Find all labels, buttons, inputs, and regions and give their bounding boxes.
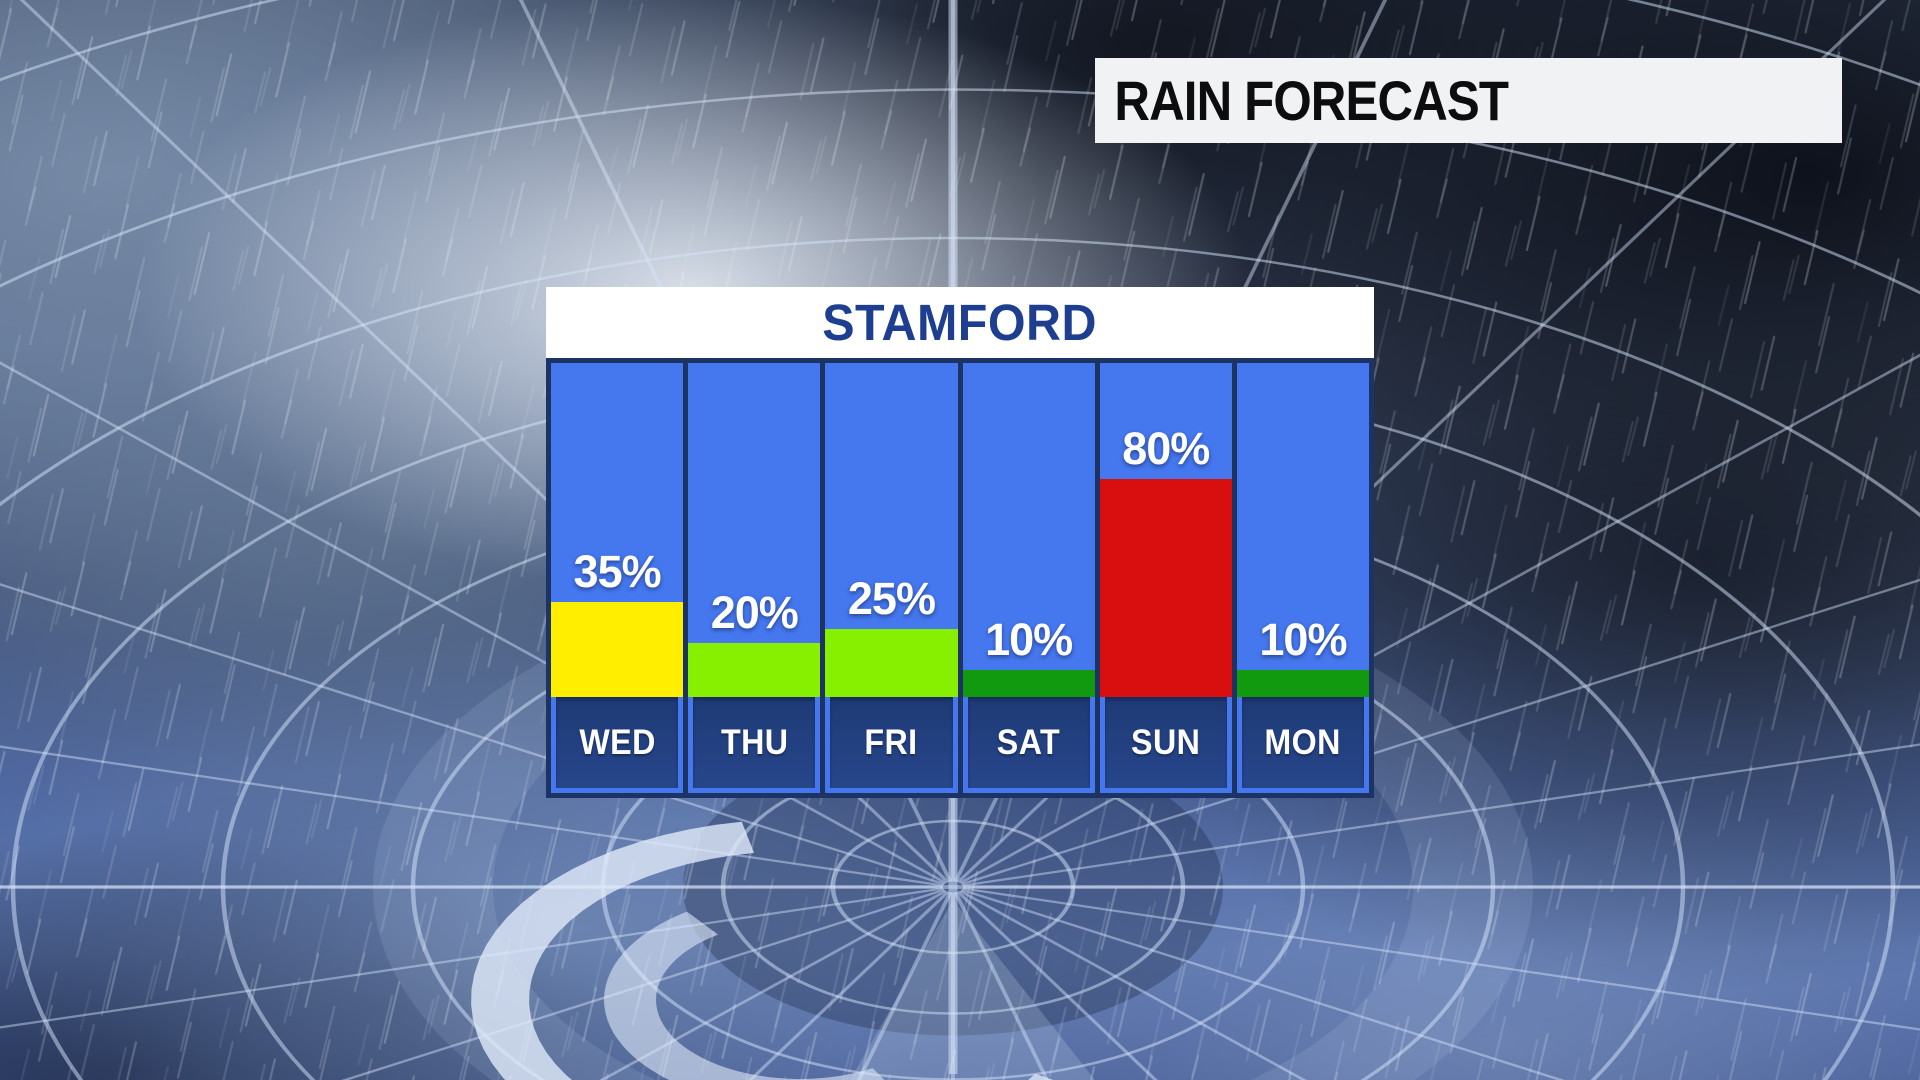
panel-title: STAMFORD bbox=[822, 294, 1098, 351]
day-label: SAT bbox=[996, 722, 1061, 762]
rain-probability-bar bbox=[825, 629, 958, 697]
forecast-columns: 35% WED 20% THU 25% FRI 10% SAT 80% SUN 10% MON bbox=[546, 363, 1374, 798]
day-label-box: MON bbox=[1241, 697, 1365, 788]
day-column: 10% SAT bbox=[962, 363, 1095, 793]
percent-label: 25% bbox=[847, 573, 936, 624]
day-column: 25% FRI bbox=[825, 363, 958, 793]
day-column: 80% SUN bbox=[1099, 363, 1232, 793]
day-label-box: SAT bbox=[967, 697, 1090, 788]
rain-probability-bar bbox=[1236, 670, 1370, 697]
percent-label: 80% bbox=[1122, 423, 1210, 474]
day-column: 20% THU bbox=[688, 363, 821, 793]
rain-probability-bar bbox=[1099, 479, 1232, 697]
day-label: WED bbox=[578, 722, 656, 762]
day-column: 35% WED bbox=[551, 363, 684, 793]
percent-label: 35% bbox=[573, 546, 662, 597]
day-label: SUN bbox=[1131, 722, 1201, 762]
day-label: THU bbox=[720, 722, 789, 762]
percent-label: 20% bbox=[710, 587, 799, 638]
day-label: FRI bbox=[864, 722, 919, 762]
percent-label: 10% bbox=[1259, 614, 1347, 665]
percent-label: 10% bbox=[985, 614, 1073, 665]
rain-probability-bar bbox=[688, 643, 821, 697]
panel-title-bar: STAMFORD bbox=[546, 287, 1374, 358]
forecast-panel: STAMFORD 35% WED 20% THU 25% FRI 10% SAT 80% SUN 1… bbox=[546, 287, 1374, 798]
rain-probability-bar bbox=[551, 602, 684, 697]
day-label-box: SUN bbox=[1104, 697, 1227, 788]
day-label-box: THU bbox=[693, 697, 816, 788]
headline-banner: RAIN FORECAST bbox=[1095, 58, 1842, 143]
day-label-box: WED bbox=[556, 697, 679, 788]
day-label: MON bbox=[1264, 722, 1342, 762]
rain-probability-bar bbox=[962, 670, 1095, 697]
day-label-box: FRI bbox=[830, 697, 953, 788]
headline-title: RAIN FORECAST bbox=[1114, 69, 1509, 132]
day-column: 10% MON bbox=[1236, 363, 1370, 793]
